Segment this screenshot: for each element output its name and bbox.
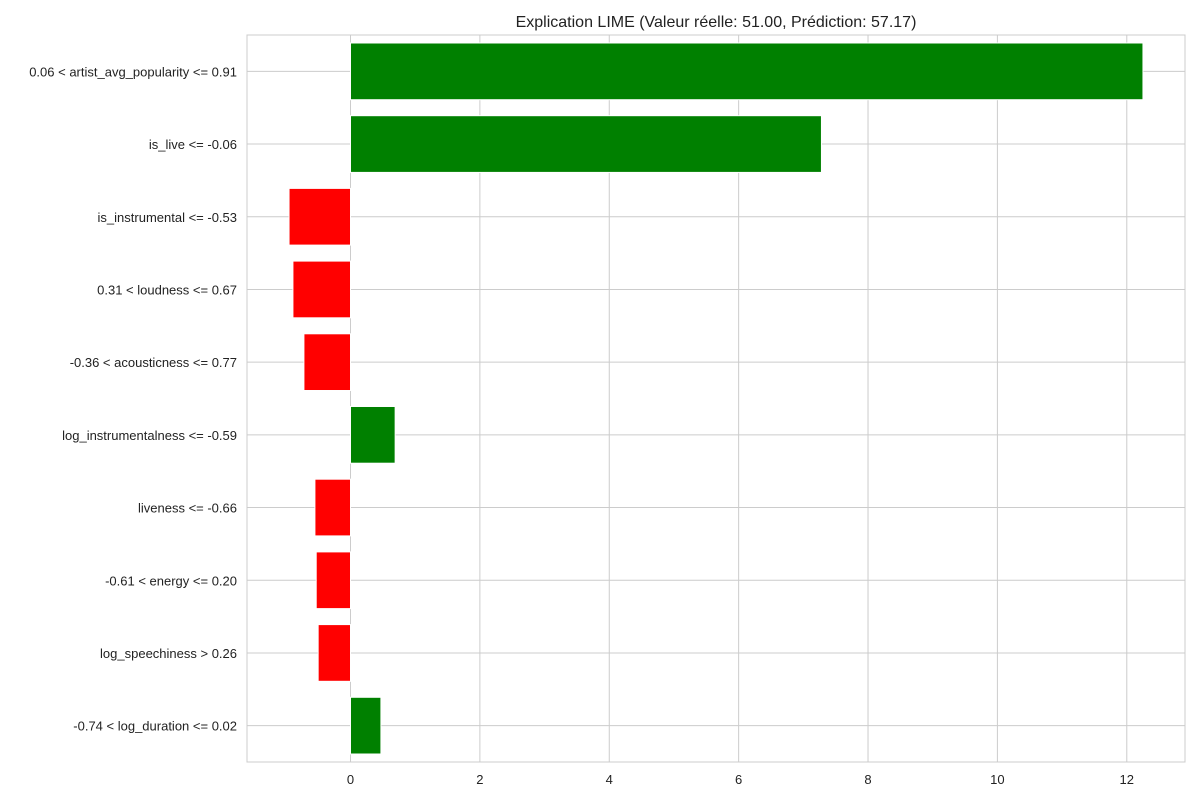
y-tick-label: -0.36 < acousticness <= 0.77 — [70, 355, 237, 370]
y-tick-label: -0.74 < log_duration <= 0.02 — [73, 719, 237, 734]
x-tick-label: 2 — [476, 772, 483, 787]
bar — [317, 624, 352, 682]
bar — [350, 405, 396, 464]
bar — [350, 696, 382, 755]
y-tick-label: 0.31 < loudness <= 0.67 — [97, 282, 237, 297]
x-tick-label: 4 — [606, 772, 613, 787]
bar — [315, 551, 352, 610]
y-tick-label: log_instrumentalness <= -0.59 — [62, 428, 237, 443]
bar — [350, 115, 822, 173]
x-tick-label: 10 — [990, 772, 1004, 787]
x-tick-label: 8 — [864, 772, 871, 787]
x-tick-label: 12 — [1120, 772, 1134, 787]
y-tick-label: 0.06 < artist_avg_popularity <= 0.91 — [29, 64, 237, 79]
y-tick-label: liveness <= -0.66 — [138, 501, 237, 516]
x-tick-labels: 0 2 4 6 8 10 12 — [347, 772, 1134, 787]
x-tick-label: 6 — [735, 772, 742, 787]
y-tick-labels: 0.06 < artist_avg_popularity <= 0.91 is_l… — [29, 64, 237, 733]
bar-layer — [288, 42, 1144, 755]
bar — [292, 260, 352, 319]
y-tick-label: is_live <= -0.06 — [149, 137, 237, 152]
bar — [350, 42, 1144, 101]
y-tick-label: log_speechiness > 0.26 — [100, 646, 237, 661]
bar — [314, 478, 352, 537]
bar — [303, 333, 352, 392]
bar — [288, 187, 352, 246]
chart-title: Explication LIME (Valeur réelle: 51.00, … — [516, 14, 917, 31]
y-tick-label: is_instrumental <= -0.53 — [98, 210, 237, 225]
y-tick-label: -0.61 < energy <= 0.20 — [105, 573, 237, 588]
x-tick-label: 0 — [347, 772, 354, 787]
